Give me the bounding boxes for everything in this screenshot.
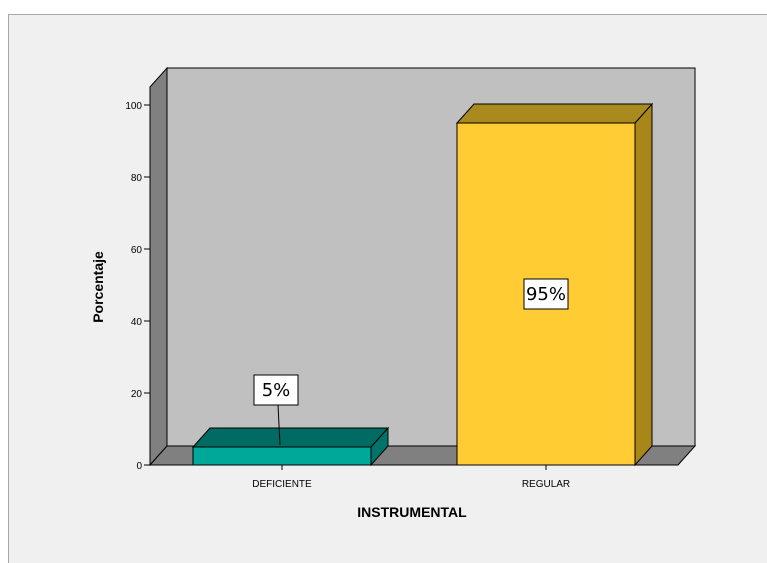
x-axis: DEFICIENTE REGULAR (150, 464, 678, 490)
bar-regular: 95% (455, 102, 654, 467)
bar-deficiente: 5% (191, 374, 390, 467)
data-label-leader (277, 404, 281, 446)
y-axis-title: Porcentaje (90, 251, 106, 323)
y-tick-label: 80 (131, 173, 143, 184)
y-axis: 0 20 40 60 80 100 (125, 101, 150, 472)
x-tick-label: REGULAR (522, 479, 570, 490)
data-label-box (253, 374, 299, 406)
bars: 5% 95% (191, 102, 654, 467)
bar-front (192, 446, 372, 466)
y-tick-label: 100 (125, 101, 142, 112)
y-tick-label: 40 (131, 317, 143, 328)
x-axis-title: INSTRUMENTAL (357, 504, 467, 520)
x-tick-label: DEFICIENTE (252, 479, 312, 490)
side-wall (149, 66, 168, 467)
y-tick-label: 20 (131, 389, 143, 400)
data-label: 5% (262, 380, 291, 401)
data-label: 95% (526, 284, 566, 305)
bar-top (191, 427, 390, 448)
data-label-box (523, 278, 569, 310)
y-tick-label: 60 (131, 245, 143, 256)
y-tick-label: 0 (136, 461, 142, 472)
bar-top (455, 103, 654, 124)
bar-side (634, 102, 653, 467)
